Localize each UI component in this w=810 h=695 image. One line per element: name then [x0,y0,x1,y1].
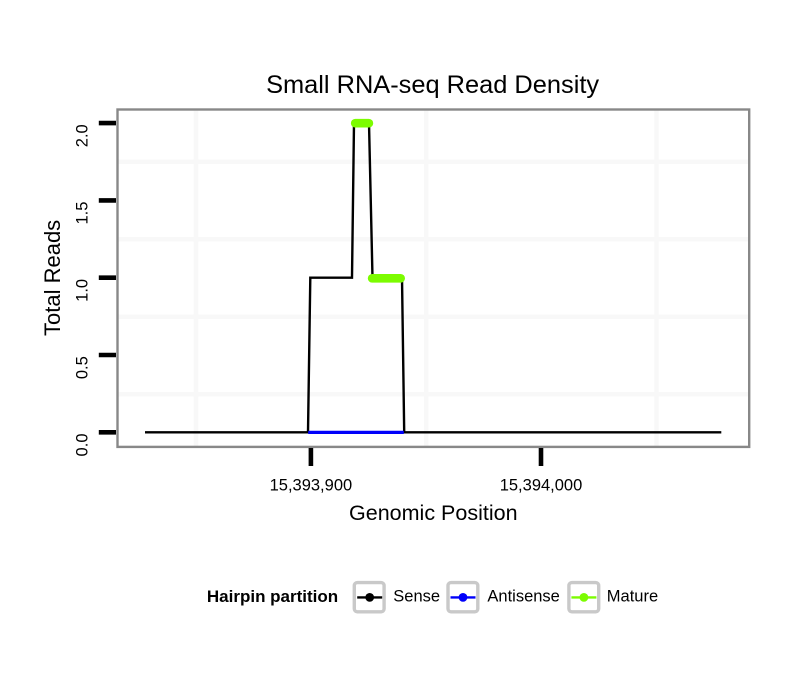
svg-text:15,394,000: 15,394,000 [500,477,583,495]
svg-text:Sense: Sense [393,588,440,606]
svg-text:Small RNA-seq Read Density: Small RNA-seq Read Density [266,71,599,99]
svg-text:0.0: 0.0 [73,434,91,457]
svg-text:1.0: 1.0 [73,279,91,302]
svg-text:1.5: 1.5 [73,202,91,225]
svg-text:Mature: Mature [607,588,658,606]
svg-text:Hairpin partition: Hairpin partition [207,587,338,606]
svg-text:2.0: 2.0 [73,124,91,147]
svg-text:0.5: 0.5 [73,356,91,379]
svg-text:Genomic Position: Genomic Position [349,501,518,525]
svg-text:Antisense: Antisense [487,588,559,606]
svg-text:Total Reads: Total Reads [40,220,65,336]
svg-text:15,393,900: 15,393,900 [270,477,353,495]
